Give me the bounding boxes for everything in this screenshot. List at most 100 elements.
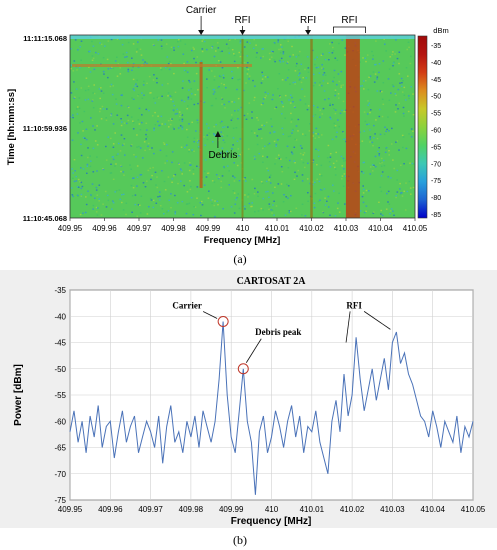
- x-tick-label: 410.03: [380, 505, 405, 514]
- x-tick-label: 409.97: [138, 505, 163, 514]
- noise-pixel: [379, 109, 381, 110]
- noise-pixel: [138, 94, 140, 95]
- noise-pixel: [321, 85, 323, 86]
- noise-pixel: [191, 197, 193, 198]
- noise-pixel: [141, 54, 143, 55]
- noise-pixel: [251, 117, 253, 118]
- noise-pixel: [215, 98, 217, 99]
- noise-pixel: [146, 181, 148, 182]
- noise-pixel: [281, 166, 283, 167]
- noise-pixel: [75, 39, 77, 40]
- noise-pixel: [380, 210, 382, 211]
- noise-pixel: [148, 110, 150, 111]
- noise-pixel: [299, 73, 301, 74]
- noise-pixel: [213, 89, 215, 90]
- noise-pixel: [294, 161, 296, 162]
- noise-pixel: [367, 100, 369, 101]
- noise-pixel: [385, 131, 387, 132]
- noise-pixel: [103, 108, 105, 109]
- noise-pixel: [304, 152, 306, 153]
- noise-pixel: [267, 93, 269, 94]
- noise-pixel: [164, 181, 166, 182]
- noise-pixel: [92, 125, 94, 126]
- spectrogram-y-ticks: 11:11:15.06811:10:59.93611:10:45.068: [23, 34, 67, 223]
- noise-pixel: [153, 200, 155, 201]
- noise-pixel: [170, 193, 172, 194]
- annotation-bracket: [333, 27, 365, 33]
- noise-pixel: [182, 80, 184, 81]
- noise-pixel: [113, 147, 115, 148]
- noise-pixel: [391, 208, 393, 209]
- noise-pixel: [400, 165, 402, 166]
- noise-pixel: [370, 166, 372, 167]
- noise-pixel: [72, 114, 74, 115]
- noise-pixel: [398, 149, 400, 150]
- noise-pixel: [133, 43, 135, 44]
- noise-pixel: [90, 161, 92, 162]
- noise-pixel: [246, 119, 248, 120]
- noise-pixel: [150, 179, 152, 180]
- colorbar-tick-label: -85: [431, 212, 441, 219]
- noise-pixel: [269, 203, 271, 204]
- noise-pixel: [81, 87, 83, 88]
- noise-pixel: [171, 118, 173, 119]
- noise-pixel: [388, 154, 390, 155]
- noise-pixel: [189, 162, 191, 163]
- noise-pixel: [177, 41, 179, 42]
- noise-pixel: [297, 130, 299, 131]
- noise-pixel: [128, 120, 130, 121]
- noise-pixel: [206, 49, 208, 50]
- noise-pixel: [288, 99, 290, 100]
- noise-pixel: [93, 205, 95, 206]
- noise-pixel: [364, 131, 366, 132]
- noise-pixel: [97, 214, 99, 215]
- noise-pixel: [234, 61, 236, 62]
- noise-pixel: [395, 104, 397, 105]
- noise-pixel: [405, 209, 407, 210]
- noise-pixel: [369, 103, 371, 104]
- noise-pixel: [156, 78, 158, 79]
- noise-pixel: [287, 63, 289, 64]
- noise-pixel: [222, 148, 224, 149]
- noise-pixel: [97, 195, 99, 196]
- noise-pixel: [333, 108, 335, 109]
- noise-pixel: [161, 46, 163, 47]
- noise-pixel: [267, 156, 269, 157]
- noise-pixel: [301, 82, 303, 83]
- noise-pixel: [200, 202, 202, 203]
- noise-pixel: [172, 101, 174, 102]
- noise-pixel: [117, 76, 119, 77]
- noise-pixel: [98, 53, 100, 54]
- noise-pixel: [228, 47, 230, 48]
- noise-pixel: [100, 108, 102, 109]
- noise-pixel: [101, 214, 103, 215]
- noise-pixel: [406, 67, 408, 68]
- noise-pixel: [133, 79, 135, 80]
- noise-pixel: [368, 190, 370, 191]
- noise-pixel: [164, 144, 166, 145]
- noise-pixel: [365, 121, 367, 122]
- noise-pixel: [407, 191, 409, 192]
- noise-pixel: [217, 201, 219, 202]
- noise-pixel: [239, 208, 241, 209]
- noise-pixel: [383, 160, 385, 161]
- noise-pixel: [363, 202, 365, 203]
- noise-pixel: [332, 81, 334, 82]
- noise-pixel: [324, 99, 326, 100]
- noise-pixel: [262, 56, 264, 57]
- noise-pixel: [156, 203, 158, 204]
- noise-pixel: [196, 73, 198, 74]
- noise-pixel: [393, 61, 395, 62]
- noise-pixel: [105, 117, 107, 118]
- noise-pixel: [187, 105, 189, 106]
- noise-pixel: [106, 120, 108, 121]
- spectrum-y-label: Power [dBm]: [13, 364, 24, 426]
- noise-pixel: [137, 86, 139, 87]
- noise-pixel: [126, 52, 128, 53]
- noise-pixel: [121, 121, 123, 122]
- noise-pixel: [206, 123, 208, 124]
- noise-pixel: [375, 156, 377, 157]
- x-tick-label: 410.04: [420, 505, 445, 514]
- noise-pixel: [124, 154, 126, 155]
- noise-pixel: [215, 50, 217, 51]
